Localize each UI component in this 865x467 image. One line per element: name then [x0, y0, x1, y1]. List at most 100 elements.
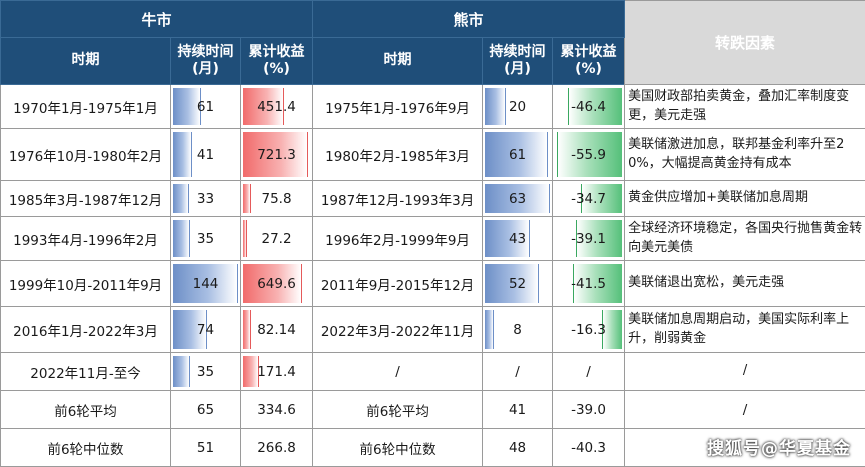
bear-return-cell: -55.9 [552, 128, 626, 181]
table-row: 1970年1月-1975年1月 61 451.4 1975年1月-1976年9月 20-… [0, 84, 865, 129]
bull-return-bar [243, 220, 247, 257]
summary-bear-duration: 41 [482, 390, 554, 429]
bear-return-bar [581, 184, 623, 213]
bear-return-bar [576, 220, 623, 257]
reason-cell: 美联储退出宽松，美元走强 [624, 260, 865, 307]
bull-duration-bar [173, 132, 192, 177]
bull-period-cell: 1999年10月-2011年9月 [0, 260, 171, 307]
bull-return-cell: 721.3 [239, 128, 314, 181]
bull-return-cell: 451.4 [239, 84, 314, 129]
bear-duration-cell: / [482, 352, 554, 391]
summary-bear-duration: 48 [482, 428, 554, 467]
bear-duration-cell: 8 [482, 306, 554, 353]
bull-return-bar [243, 184, 251, 213]
summary-bear-return: -39.0 [552, 390, 626, 429]
bear-duration-header: 持续时间 (月) [482, 37, 554, 85]
bull-duration-bar [173, 88, 201, 125]
bear-duration-bar [485, 184, 551, 213]
bear-return-bar [568, 88, 623, 125]
bull-return-bar [243, 356, 259, 387]
watermark: 搜狐号@华夏基金 [707, 439, 851, 459]
summary-bull-duration: 65 [170, 390, 241, 429]
bear-duration-bar [485, 264, 540, 303]
summary-row: 前6轮平均 65 334.6 前6轮平均 41 -39.0/ [0, 390, 865, 429]
bear-return-cell: -16.3 [552, 306, 626, 353]
bull-period-cell: 1976年10月-1980年2月 [0, 128, 171, 181]
bull-duration-cell: 144 [170, 260, 241, 307]
summary-label: 前6轮平均 [0, 390, 171, 429]
bull-period-cell: 2016年1月-2022年3月 [0, 306, 171, 353]
bear-return-bar [557, 132, 623, 177]
summary-bull-duration: 51 [170, 428, 241, 467]
bear-return-cell: -41.5 [552, 260, 626, 307]
reason-cell: 美国财政部拍卖黄金，叠加汇率制度变更，美元走强 [624, 84, 865, 129]
summary-row: 前6轮中位数 51 266.8 前6轮中位数 48 -40.3 [0, 428, 865, 467]
bear-duration-cell: 52 [482, 260, 554, 307]
bull-duration-cell: 74 [170, 306, 241, 353]
bull-duration-header: 持续时间 (月) [170, 37, 241, 85]
bull-period-header: 时期 [0, 37, 171, 85]
bear-return-cell: -34.7 [552, 180, 626, 217]
bull-period-cell: 2022年11月-至今 [0, 352, 171, 391]
bull-return-bar [243, 310, 251, 349]
bear-period-header: 时期 [312, 37, 484, 85]
bull-period-cell: 1985年3月-1987年12月 [0, 180, 171, 217]
bull-return-cell: 82.14 [239, 306, 314, 353]
table-row: 1976年10月-1980年2月 41 721.3 1980年2月-1985年3月 61… [0, 128, 865, 181]
summary-bull-return: 334.6 [239, 390, 314, 429]
bull-duration-bar [173, 220, 190, 257]
bear-return-cell: / [552, 352, 626, 391]
bear-return-cell: -39.1 [552, 216, 626, 261]
bull-duration-cell: 61 [170, 84, 241, 129]
bull-duration-bar [173, 356, 190, 387]
summary-bear-label: 前6轮中位数 [312, 428, 484, 467]
table-row: 1985年3月-1987年12月 33 75.8 1987年12月-1993年3月 63… [0, 180, 865, 217]
table-row: 1999年10月-2011年9月 144 649.6 2011年9月-2015年12月… [0, 260, 865, 307]
bull-period-cell: 1993年4月-1996年2月 [0, 216, 171, 261]
bull-return-cell: 649.6 [239, 260, 314, 307]
bull-duration-cell: 41 [170, 128, 241, 181]
bear-period-cell: 2011年9月-2015年12月 [312, 260, 484, 307]
bear-duration-bar [485, 88, 507, 125]
reason-cell: / [624, 352, 865, 391]
table-row: 1993年4月-1996年2月 35 27.2 1996年2月-1999年9月 43 -3… [0, 216, 865, 261]
bear-duration-bar [485, 132, 549, 177]
bull-return-bar [243, 132, 308, 177]
table-row: 2022年11月-至今 35 171.4// / / [0, 352, 865, 391]
reason-cell: 美联储激进加息，联邦基金利率升至20%，大幅提高黄金持有成本 [624, 128, 865, 181]
bear-duration-bar [485, 310, 495, 349]
bear-duration-cell: 61 [482, 128, 554, 181]
reason-header: 转跌因素 [624, 0, 865, 85]
bear-period-cell: 1987年12月-1993年3月 [312, 180, 484, 217]
summary-bear-return: -40.3 [552, 428, 626, 467]
bear-return-cell: -46.4 [552, 84, 626, 129]
bull-market-header: 牛市 [0, 0, 314, 38]
bear-duration-cell: 63 [482, 180, 554, 217]
bull-return-cell: 171.4 [239, 352, 314, 391]
bull-duration-cell: 35 [170, 352, 241, 391]
bull-return-cell: 75.8 [239, 180, 314, 217]
summary-reason: / [624, 390, 865, 429]
bear-period-cell: / [312, 352, 484, 391]
bear-duration-bar [485, 220, 531, 257]
bull-duration-bar [173, 310, 207, 349]
bear-period-cell: 2022年3月-2022年11月 [312, 306, 484, 353]
bear-duration-cell: 43 [482, 216, 554, 261]
bear-duration-cell: 20 [482, 84, 554, 129]
bull-duration-bar [173, 184, 189, 213]
table-row: 2016年1月-2022年3月 74 82.14 2022年3月-2022年11月 8-… [0, 306, 865, 353]
reason-cell: 黄金供应增加+美联储加息周期 [624, 180, 865, 217]
bear-period-cell: 1975年1月-1976年9月 [312, 84, 484, 129]
bear-return-bar [573, 264, 623, 303]
summary-label: 前6轮中位数 [0, 428, 171, 467]
bear-return-bar [602, 310, 623, 349]
bull-return-bar [243, 264, 302, 303]
bull-duration-bar [173, 264, 238, 303]
summary-bull-return: 266.8 [239, 428, 314, 467]
bear-period-cell: 1980年2月-1985年3月 [312, 128, 484, 181]
bull-return-header: 累计收益 (%) [239, 37, 314, 85]
reason-cell: 美联储加息周期启动，美国实际利率上升，削弱黄金 [624, 306, 865, 353]
bull-period-cell: 1970年1月-1975年1月 [0, 84, 171, 129]
bear-period-cell: 1996年2月-1999年9月 [312, 216, 484, 261]
